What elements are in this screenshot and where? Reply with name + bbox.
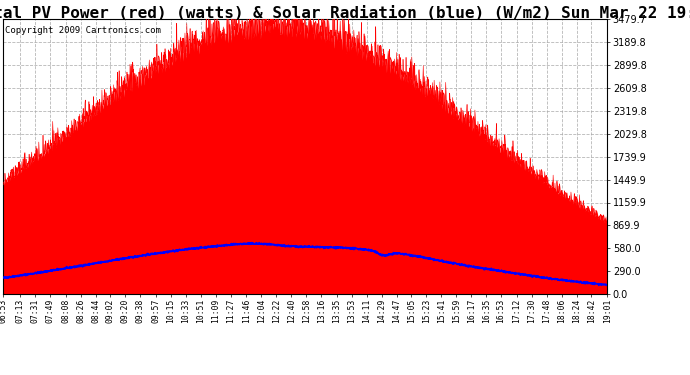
- Text: Copyright 2009 Cartronics.com: Copyright 2009 Cartronics.com: [6, 26, 161, 34]
- Text: Total PV Power (red) (watts) & Solar Radiation (blue) (W/m2) Sun Mar 22 19:04: Total PV Power (red) (watts) & Solar Rad…: [0, 6, 690, 21]
